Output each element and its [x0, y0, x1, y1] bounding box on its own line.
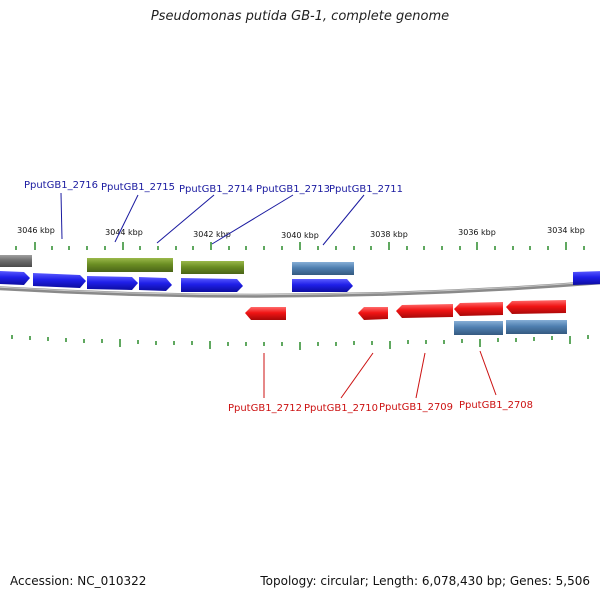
gene-label-2708[interactable]: PputGB1_2708 [459, 400, 533, 411]
top-gene-labels: PputGB1_2716 PputGB1_2715 PputGB1_2714 P… [24, 180, 403, 195]
steel-feature-lower-1 [454, 321, 503, 335]
tick-label-3046: 3046 kbp [17, 226, 55, 235]
kbp-tick-labels: 3046 kbp 3044 kbp 3042 kbp 3040 kbp 3038… [17, 226, 585, 240]
green-feature-2 [181, 261, 244, 274]
gene-label-2710[interactable]: PputGB1_2710 [304, 403, 378, 414]
gene-label-2709[interactable]: PputGB1_2709 [379, 402, 453, 413]
gene-label-2716[interactable]: PputGB1_2716 [24, 180, 98, 191]
genome-summary-text: Topology: circular; Length: 6,078,430 bp… [260, 574, 590, 588]
steel-feature-upper [292, 262, 354, 275]
gene-label-2712[interactable]: PputGB1_2712 [228, 403, 302, 414]
lower-tick-row [11, 335, 589, 350]
bottom-gene-labels: PputGB1_2712 PputGB1_2710 PputGB1_2709 P… [228, 400, 533, 414]
accession-text: Accession: NC_010322 [10, 574, 147, 588]
genome-backbone-highlight [0, 280, 600, 296]
tick-label-3042: 3042 kbp [193, 230, 231, 239]
bottom-label-leaders [263, 350, 497, 399]
tick-label-3038: 3038 kbp [370, 230, 408, 239]
genome-backbone [0, 280, 600, 298]
gene-label-2711[interactable]: PputGB1_2711 [329, 184, 403, 195]
forward-gene-arrow [33, 273, 86, 288]
gene-label-2714[interactable]: PputGB1_2714 [179, 184, 253, 195]
forward-gene-arrow [181, 278, 243, 292]
forward-gene-arrow [292, 279, 353, 292]
forward-gene-arrow [0, 271, 30, 285]
forward-gene-track [0, 271, 600, 292]
tick-label-3034: 3034 kbp [547, 226, 585, 235]
forward-gene-arrow [87, 276, 138, 290]
tick-label-3036: 3036 kbp [458, 228, 496, 237]
steel-feature-lower-2 [506, 320, 567, 334]
tick-label-3044: 3044 kbp [105, 228, 143, 237]
reverse-gene-arrow [396, 304, 453, 318]
reverse-gene-arrow [454, 302, 503, 316]
tick-label-3040: 3040 kbp [281, 231, 319, 240]
reverse-gene-track [245, 300, 566, 320]
map-title: Pseudomonas putida GB-1, complete genome [150, 9, 450, 24]
reverse-gene-arrow [358, 307, 388, 320]
forward-gene-arrow [573, 271, 600, 285]
reverse-gene-arrow [245, 307, 286, 320]
gene-label-2715[interactable]: PputGB1_2715 [101, 182, 175, 193]
reverse-gene-arrow [506, 300, 566, 314]
top-label-leaders [60, 192, 365, 246]
upper-feature-track [0, 255, 354, 275]
green-feature-1 [87, 258, 173, 272]
gray-feature [0, 255, 32, 267]
lower-feature-track [454, 320, 567, 335]
gene-label-2713[interactable]: PputGB1_2713 [256, 184, 330, 195]
upper-tick-row [15, 242, 585, 250]
forward-gene-arrow [139, 277, 172, 291]
